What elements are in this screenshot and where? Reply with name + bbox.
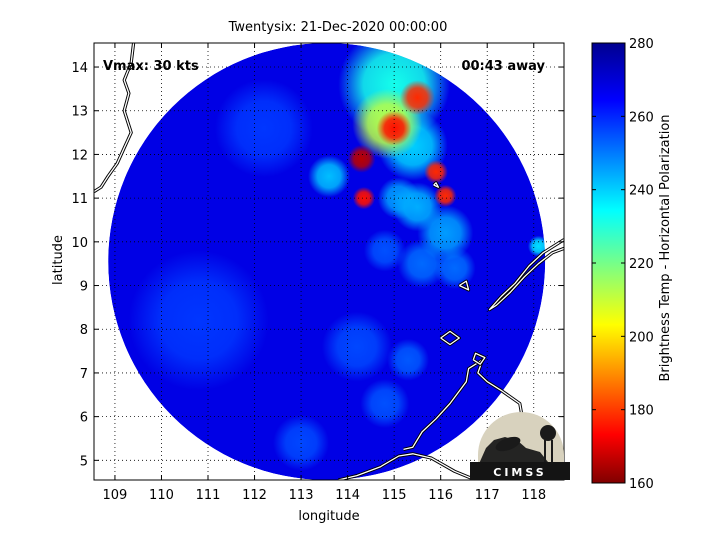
y-tick-label-13: 13 (71, 105, 88, 120)
x-tick-label-112: 112 (242, 488, 267, 503)
axes-frame (93, 42, 565, 481)
x-tick-label-113: 113 (289, 488, 314, 503)
coastline-4 (472, 352, 486, 365)
coastline-7 (433, 182, 440, 188)
x-tick-label-109: 109 (103, 488, 128, 503)
grid-lines (94, 43, 564, 480)
x-tick-label-115: 115 (382, 488, 407, 503)
feature-2 (321, 311, 392, 382)
colorbar-tick-label-200: 200 (629, 330, 654, 345)
x-tick-label-116: 116 (428, 488, 453, 503)
feature-1 (128, 250, 269, 391)
svg-text:CIMSS: CIMSS (493, 466, 546, 479)
coastlines (94, 43, 564, 480)
feature-5 (360, 379, 410, 428)
away-annotation: 00:43 away (461, 59, 545, 74)
x-axis-label: longitude (298, 509, 359, 524)
coastline-2 (338, 453, 476, 480)
y-tick-label-7: 7 (80, 367, 88, 382)
coastline-1 (488, 239, 564, 311)
feature-19 (434, 184, 457, 208)
colorbar-label: Brightness Temp - Horizontal Polarizatio… (658, 114, 673, 381)
feature-22 (347, 144, 376, 173)
x-tick-label-114: 114 (335, 488, 360, 503)
y-tick-label-9: 9 (80, 280, 88, 295)
colorbar-ticks: 160 180 200 220 240 260 280 (592, 37, 654, 492)
y-tick-label-12: 12 (71, 148, 88, 163)
chart-title: Twentysix: 21-Dec-2020 00:00:00 (228, 20, 448, 35)
colorbar-tick-label-260: 260 (629, 110, 654, 125)
feature-20 (376, 110, 412, 146)
feature-21 (352, 186, 376, 210)
x-tick-label-118: 118 (521, 488, 546, 503)
feature-17 (399, 80, 435, 116)
colorbar-tick-label-160: 160 (629, 477, 654, 492)
y-tick-label-6: 6 (80, 411, 88, 426)
feature-0 (214, 79, 313, 178)
vmax-annotation: Vmax: 30 kts (103, 59, 199, 74)
colorbar-tick-label-280: 280 (629, 37, 654, 52)
y-tick-label-5: 5 (80, 454, 88, 469)
cimss-logo: CIMSS (470, 412, 570, 480)
feature-18 (424, 160, 448, 184)
feature-3 (273, 414, 330, 471)
feature-6 (387, 338, 430, 381)
coastline-6 (458, 280, 470, 291)
y-tick-label-10: 10 (71, 236, 88, 251)
feature-12 (308, 155, 350, 198)
coastline-0 (94, 43, 135, 193)
colorbar-tick-label-240: 240 (629, 184, 654, 199)
y-tick-label-8: 8 (80, 323, 88, 338)
x-tick-label-117: 117 (475, 488, 500, 503)
x-tick-label-110: 110 (149, 488, 174, 503)
colorbar-tick-label-180: 180 (629, 404, 654, 419)
y-tick-label-14: 14 (71, 61, 88, 76)
colorbar (592, 43, 625, 483)
coastline-5 (440, 330, 460, 346)
x-tick-label-111: 111 (196, 488, 221, 503)
y-axis-label: latitude (51, 235, 66, 285)
y-tick-label-11: 11 (71, 192, 88, 207)
feature-4 (363, 229, 406, 272)
feature-11 (392, 182, 442, 232)
axis-ticks: 109 110 111 112 113 114 115 116 117 118 5 6 7 8 9 10 11 1… (71, 43, 564, 503)
colorbar-tick-label-220: 220 (629, 257, 654, 272)
